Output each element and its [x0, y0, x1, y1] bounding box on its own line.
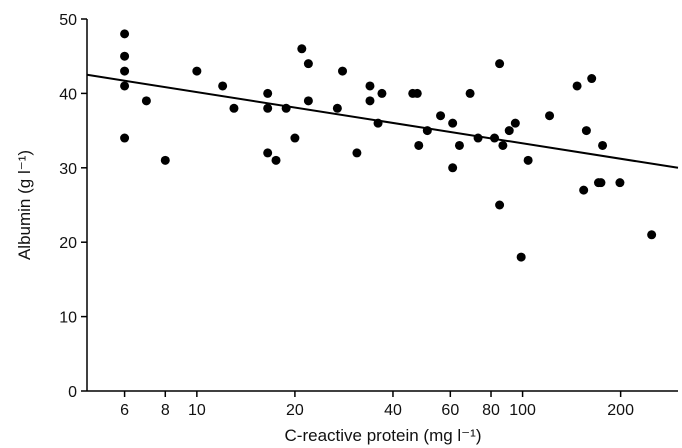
- data-point: [436, 111, 446, 121]
- data-point: [365, 81, 375, 91]
- data-point: [473, 133, 483, 143]
- data-point: [338, 66, 348, 76]
- data-point: [490, 133, 500, 143]
- data-points: [120, 29, 657, 262]
- data-point: [615, 178, 625, 188]
- data-point: [303, 59, 313, 69]
- x-tick-label: 100: [509, 402, 536, 419]
- data-point: [120, 133, 130, 143]
- data-point: [596, 178, 606, 188]
- trend-line: [86, 73, 679, 169]
- data-point: [598, 140, 608, 150]
- data-point: [263, 148, 273, 158]
- data-point: [504, 126, 514, 136]
- data-point: [579, 185, 589, 195]
- data-point: [581, 126, 591, 136]
- data-point: [218, 81, 228, 91]
- x-tick-label: 40: [384, 402, 402, 419]
- y-tick-label: 0: [68, 384, 77, 401]
- data-point: [352, 148, 362, 158]
- y-ticks: 0 10 20 30 40 50: [59, 12, 87, 401]
- x-tick-label: 10: [188, 402, 206, 419]
- y-axis-label: Albumin (g l⁻¹): [15, 150, 34, 260]
- x-ticks: 6 8 10 20 40 60 80 100 200: [120, 391, 634, 419]
- data-point: [572, 81, 582, 91]
- data-point: [332, 103, 342, 113]
- x-tick-label: 20: [286, 402, 304, 419]
- data-point: [263, 88, 273, 98]
- y-tick-label: 20: [59, 235, 77, 252]
- data-point: [545, 111, 555, 121]
- data-point: [192, 66, 202, 76]
- data-point: [510, 118, 520, 128]
- y-tick-label: 10: [59, 310, 77, 327]
- data-point: [495, 59, 505, 69]
- data-point: [414, 140, 424, 150]
- data-point: [498, 140, 508, 150]
- data-point: [290, 133, 300, 143]
- data-point: [587, 74, 597, 84]
- data-point: [263, 103, 273, 113]
- x-tick-label: 60: [441, 402, 459, 419]
- data-point: [523, 155, 533, 165]
- data-point: [141, 96, 151, 106]
- x-axis-label: C-reactive protein (mg l⁻¹): [285, 426, 482, 445]
- x-tick-label: 80: [482, 402, 500, 419]
- data-point: [647, 230, 657, 240]
- y-tick-label: 30: [59, 161, 77, 178]
- axes: [86, 19, 678, 392]
- data-point: [454, 140, 464, 150]
- data-point: [412, 88, 422, 98]
- data-point: [120, 29, 130, 39]
- data-point: [271, 155, 281, 165]
- data-point: [465, 88, 475, 98]
- data-point: [120, 81, 130, 91]
- trend-layer: [86, 73, 679, 169]
- y-tick-label: 40: [59, 86, 77, 103]
- y-tick-label: 50: [59, 12, 77, 29]
- data-point: [365, 96, 375, 106]
- data-point: [229, 103, 239, 113]
- data-point: [448, 118, 458, 128]
- data-point: [422, 126, 432, 136]
- data-point: [495, 200, 505, 210]
- x-tick-label: 200: [607, 402, 634, 419]
- data-point: [377, 88, 387, 98]
- x-tick-label: 8: [161, 402, 170, 419]
- data-point: [297, 44, 307, 54]
- data-point: [516, 252, 526, 262]
- x-tick-label: 6: [120, 402, 129, 419]
- data-point: [448, 163, 458, 173]
- data-point: [373, 118, 383, 128]
- data-point: [160, 155, 170, 165]
- data-point: [303, 96, 313, 106]
- data-point: [281, 103, 291, 113]
- data-point: [120, 51, 130, 61]
- data-point: [120, 66, 130, 76]
